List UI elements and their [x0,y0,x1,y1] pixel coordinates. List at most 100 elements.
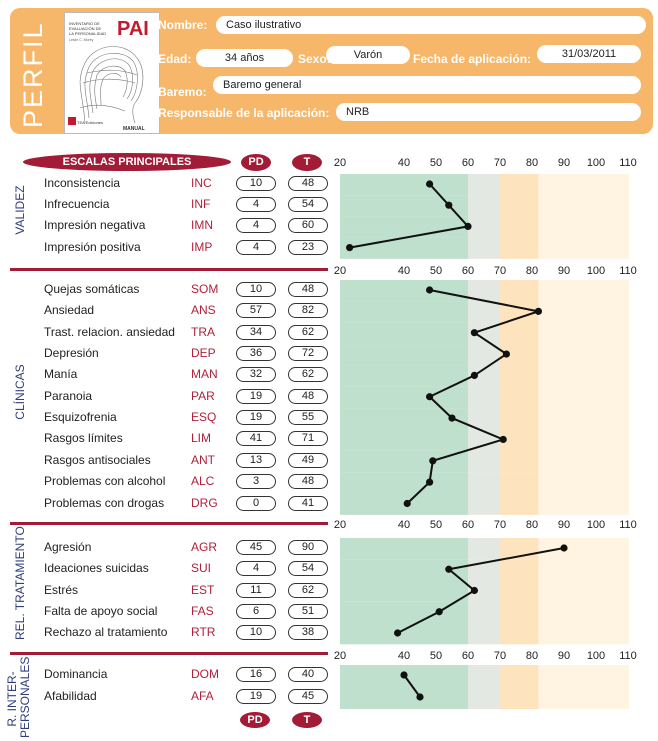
edad-label: Edad: [158,52,192,66]
scale-abbr: DRG [191,495,218,510]
zone-moderate [468,429,500,451]
profile-point [464,222,472,230]
scale-name: Manía [44,367,78,382]
scale-name: Rechazo al tratamiento [44,625,168,639]
nombre-field[interactable]: Caso ilustrativo [216,16,646,34]
scale-abbr: PAR [191,388,215,403]
t-value: 23 [288,239,328,255]
axis-tick-label: 20 [334,650,346,662]
axis-tick-label: 40 [398,265,410,277]
t-value: 54 [288,561,328,577]
t-value: 54 [288,197,328,213]
t-value: 62 [288,324,328,340]
profile-point [560,544,568,552]
zone-moderate [468,216,500,238]
zone-normal [340,538,468,560]
pd-value: 3 [236,474,276,490]
axis-tick-label: 70 [494,157,506,169]
manual-cover-image: INVENTARIO DE EVALUACIÓN DE LA PERSONALI… [64,12,160,134]
profile-point [499,435,507,444]
axis-tick-label: 110 [619,650,637,662]
profile-line [349,183,470,249]
pd-value: 4 [236,197,276,213]
zone-moderate [468,687,500,709]
axis-tick-label: 110 [619,157,637,169]
sexo-label: Sexo: [298,52,331,66]
pd-value: 13 [236,452,276,468]
t-footer-badge: T [292,712,322,728]
pd-value: 4 [236,218,276,234]
zone-normal [340,237,468,259]
profile-point [346,244,354,252]
axis-tick-label: 60 [462,650,474,662]
zone-elevated [500,450,539,473]
scale-abbr: RTR [191,625,216,639]
section-divider [10,522,328,525]
scale-name: Inconsistencia [44,176,121,190]
axis-tick-label: 100 [587,157,605,169]
edad-field[interactable]: 34 años [196,49,293,67]
axis-tick-label: 80 [526,519,538,531]
scale-abbr: AGR [191,540,218,554]
zone-moderate [468,174,500,196]
t-value: 48 [288,282,328,297]
zone-normal [340,365,468,387]
pd-value: 19 [236,410,276,426]
axis-tick-label: 90 [558,265,570,277]
baremo-field[interactable]: Baremo general [213,76,641,94]
cover-author: Leslie C. Morey [69,38,94,42]
profile-point [400,671,408,679]
t-value: 41 [288,495,328,511]
zone-elevated [500,408,539,430]
scale-abbr: ESQ [191,410,217,425]
fecha-label: Fecha de aplicación: [413,52,532,66]
axis-tick-label: 20 [334,157,346,169]
pd-value: 4 [236,239,276,255]
t-value: 90 [288,540,328,555]
t-value: 48 [288,474,328,490]
zone-moderate [468,195,500,217]
zone-elevated [500,280,539,302]
fecha-field[interactable]: 31/03/2011 [537,45,641,63]
scale-name: Impresión positiva [44,239,141,254]
zone-normal [340,472,468,494]
axis-tick-label: 100 [587,650,605,662]
scale-abbr: MAN [191,367,218,382]
cover-publisher: TEA Ediciones [77,120,103,125]
zone-elevated [500,623,539,645]
cover-subtitle-3: LA PERSONALIDAD [69,31,106,36]
scale-abbr: INF [191,197,211,212]
zone-normal [340,623,468,645]
axis-tick-label: 70 [494,265,506,277]
scale-name: Infrecuencia [44,197,110,212]
scales-header-badge: ESCALAS PRINCIPALES [23,153,231,171]
pd-value: 0 [236,495,276,511]
axis-tick-label: 40 [398,650,410,662]
pd-value: 19 [236,388,276,404]
axis-tick-label: 90 [558,650,570,662]
zone-normal [340,601,468,623]
responsable-label: Responsable de la aplicación: [158,106,330,120]
axis-tick-label: 60 [462,265,474,277]
scale-abbr: AFA [191,689,214,703]
zone-elevated [500,559,539,581]
zone-elevated [500,386,539,409]
zone-moderate [468,538,500,560]
responsable-field[interactable]: NRB [336,103,641,121]
zone-elevated [500,493,539,515]
zone-normal [340,450,468,473]
axis-tick-label: 40 [398,519,410,531]
sexo-field[interactable]: Varón [326,46,410,64]
baremo-label: Baremo: [158,85,207,99]
t-value: 48 [288,388,328,404]
zone-normal [340,174,468,196]
axis-tick-label: 60 [462,157,474,169]
scale-name: Quejas somáticas [44,282,140,296]
axis-tick-label: 20 [334,265,346,277]
zone-elevated [500,344,539,366]
pd-value: 41 [236,431,276,447]
axis-tick-label: 80 [526,157,538,169]
t-value: 40 [288,667,328,682]
zone-moderate [468,472,500,494]
